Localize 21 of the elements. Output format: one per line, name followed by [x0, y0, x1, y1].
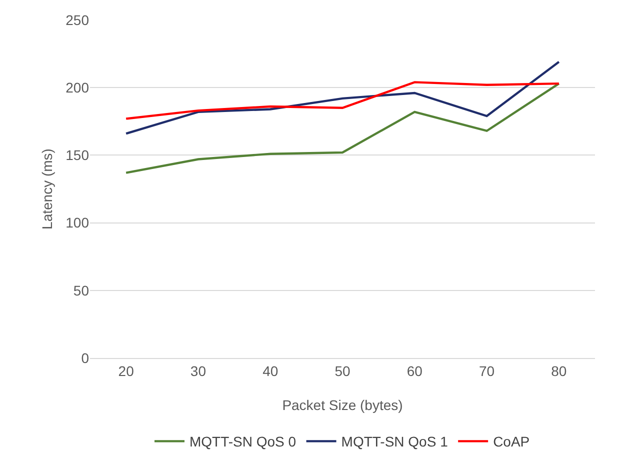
y-tick-label: 50: [73, 282, 90, 298]
y-tick-label: 200: [66, 80, 90, 96]
line-series: [124, 81, 560, 120]
x-tick-label: 30: [190, 362, 206, 379]
y-tick-label: 250: [66, 12, 90, 28]
x-tick-label: 40: [262, 362, 278, 379]
legend-label: CoAP: [493, 434, 530, 450]
legend-label: MQTT-SN QoS 1: [341, 434, 448, 450]
y-tick-label: 100: [66, 214, 90, 231]
x-tick-label: 80: [551, 362, 567, 379]
x-tick-label: 60: [406, 362, 423, 379]
y-tick-label: 150: [66, 147, 90, 164]
x-axis-title: Packet Size (bytes): [282, 397, 403, 413]
y-axis-title: Latency (ms): [39, 148, 55, 230]
x-tick-label: 70: [479, 362, 495, 379]
legend-label: MQTT-SN QoS 0: [190, 434, 296, 450]
x-tick-label: 20: [118, 362, 134, 379]
line-series: [124, 82, 560, 174]
x-tick-label: 50: [334, 362, 350, 379]
y-tick-label: 0: [81, 350, 90, 366]
line-series: [124, 60, 560, 135]
